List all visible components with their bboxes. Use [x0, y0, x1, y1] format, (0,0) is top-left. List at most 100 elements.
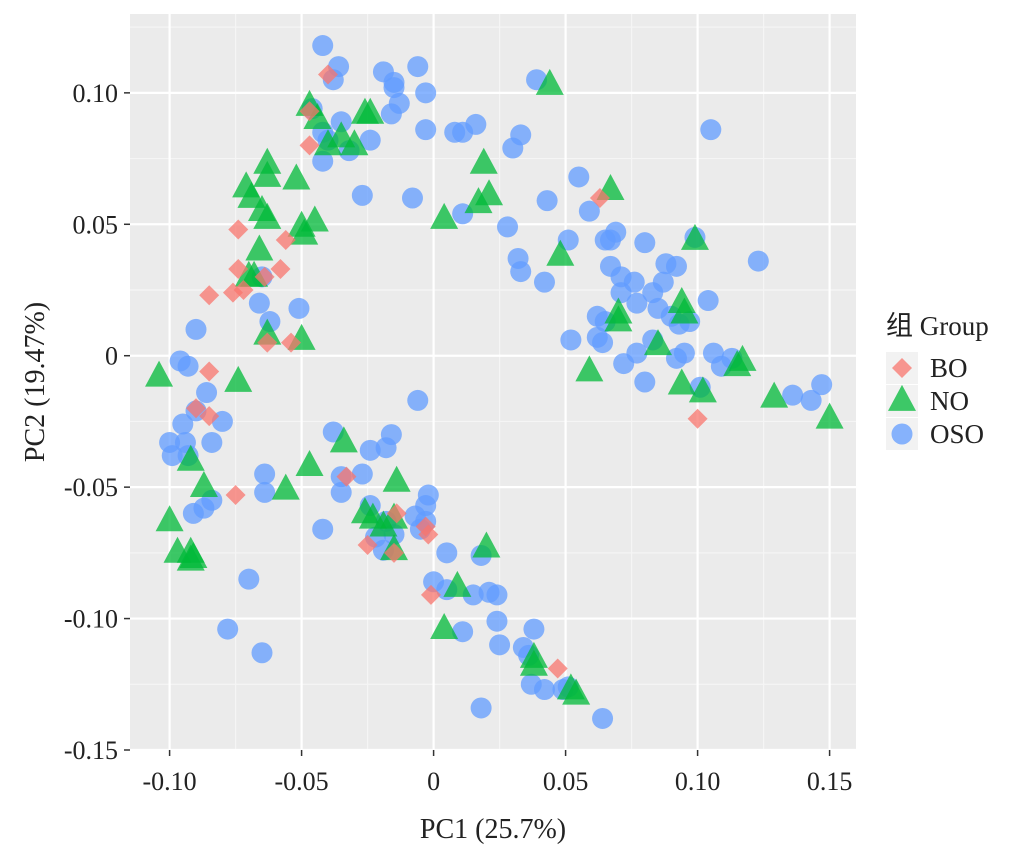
- point-oso: [592, 707, 614, 729]
- x-tick-label: 0: [427, 767, 440, 796]
- point-no: [253, 160, 282, 187]
- legend-key-bo: [892, 358, 912, 378]
- point-oso: [497, 216, 519, 238]
- point-no: [290, 218, 319, 245]
- x-tick-label: 0.15: [807, 767, 853, 796]
- point-no: [350, 97, 379, 124]
- point-oso: [510, 261, 532, 283]
- point-bo: [225, 485, 246, 506]
- x-tick-label: -0.05: [275, 767, 329, 796]
- point-oso: [747, 250, 769, 272]
- point-oso: [510, 124, 532, 146]
- point-no: [670, 297, 699, 324]
- x-axis-title: PC1 (25.7%): [420, 814, 566, 845]
- point-no: [303, 103, 332, 130]
- point-bo: [254, 266, 275, 287]
- point-no: [519, 649, 548, 676]
- point-bo: [228, 219, 249, 240]
- point-bo: [318, 64, 338, 85]
- point-no: [562, 678, 591, 705]
- point-bo: [687, 408, 708, 429]
- point-no: [282, 163, 311, 190]
- point-no: [469, 147, 498, 174]
- point-oso: [697, 290, 719, 312]
- point-oso: [375, 437, 397, 459]
- point-oso: [436, 542, 458, 564]
- point-oso: [465, 113, 487, 135]
- point-no: [443, 570, 472, 597]
- point-bo: [357, 534, 378, 555]
- y-tick-label: 0.05: [73, 210, 119, 239]
- point-bo: [186, 398, 206, 419]
- point-no: [300, 205, 329, 232]
- point-bo: [199, 406, 220, 427]
- point-oso: [470, 697, 492, 719]
- point-oso: [623, 271, 645, 293]
- y-tick-label: -0.15: [64, 736, 118, 765]
- point-no: [176, 544, 205, 571]
- point-oso: [592, 332, 614, 354]
- point-no: [472, 531, 501, 558]
- point-oso: [665, 255, 687, 277]
- point-oso: [251, 642, 273, 664]
- y-axis-title: PC2 (19.47%): [20, 302, 51, 462]
- point-bo: [418, 524, 439, 545]
- legend-title: 组 Group: [886, 311, 989, 341]
- point-bo: [199, 285, 220, 306]
- point-oso: [161, 445, 183, 467]
- y-tick-label: 0: [105, 342, 118, 371]
- point-oso: [172, 413, 194, 435]
- point-no: [546, 239, 575, 266]
- point-bo: [547, 658, 568, 679]
- point-oso: [578, 200, 600, 222]
- point-no: [464, 187, 493, 214]
- point-oso: [312, 35, 334, 57]
- point-oso: [407, 389, 429, 411]
- point-oso: [536, 190, 558, 212]
- point-no: [245, 234, 274, 261]
- point-oso: [700, 119, 722, 141]
- point-no: [253, 318, 282, 345]
- point-oso: [380, 103, 402, 125]
- point-oso: [605, 221, 627, 243]
- point-oso: [238, 568, 260, 590]
- point-no: [815, 402, 844, 429]
- series-bo: [186, 64, 708, 679]
- point-oso: [359, 439, 381, 461]
- point-oso: [185, 318, 207, 340]
- point-oso: [415, 82, 437, 104]
- point-no: [667, 368, 696, 395]
- point-oso: [312, 518, 334, 540]
- point-oso: [312, 150, 334, 172]
- point-oso: [383, 77, 405, 99]
- point-no: [145, 360, 174, 387]
- point-no: [604, 297, 633, 324]
- point-no: [329, 426, 358, 453]
- point-oso: [401, 187, 423, 209]
- point-oso: [407, 56, 429, 78]
- point-no: [176, 444, 205, 471]
- legend-label-oso: OSO: [930, 419, 984, 449]
- point-oso: [254, 481, 276, 503]
- point-oso: [634, 371, 656, 393]
- point-no: [575, 355, 604, 382]
- point-no: [430, 612, 459, 639]
- point-bo: [384, 542, 404, 563]
- point-no: [340, 129, 369, 156]
- point-oso: [177, 355, 199, 377]
- x-axis-ticks: -0.10 -0.05 0 0.05 0.10 0.15: [143, 750, 853, 796]
- point-no: [688, 376, 717, 403]
- point-oso: [359, 129, 381, 151]
- point-no: [314, 129, 342, 156]
- point-no: [382, 465, 411, 492]
- point-no: [350, 497, 379, 524]
- point-oso: [196, 382, 218, 404]
- point-oso: [182, 502, 204, 524]
- y-tick-label: -0.10: [64, 605, 118, 634]
- point-oso: [568, 166, 590, 188]
- legend-label-bo: BO: [930, 353, 968, 383]
- x-tick-label: 0.05: [543, 767, 589, 796]
- point-no: [253, 147, 282, 174]
- point-bo: [386, 503, 407, 524]
